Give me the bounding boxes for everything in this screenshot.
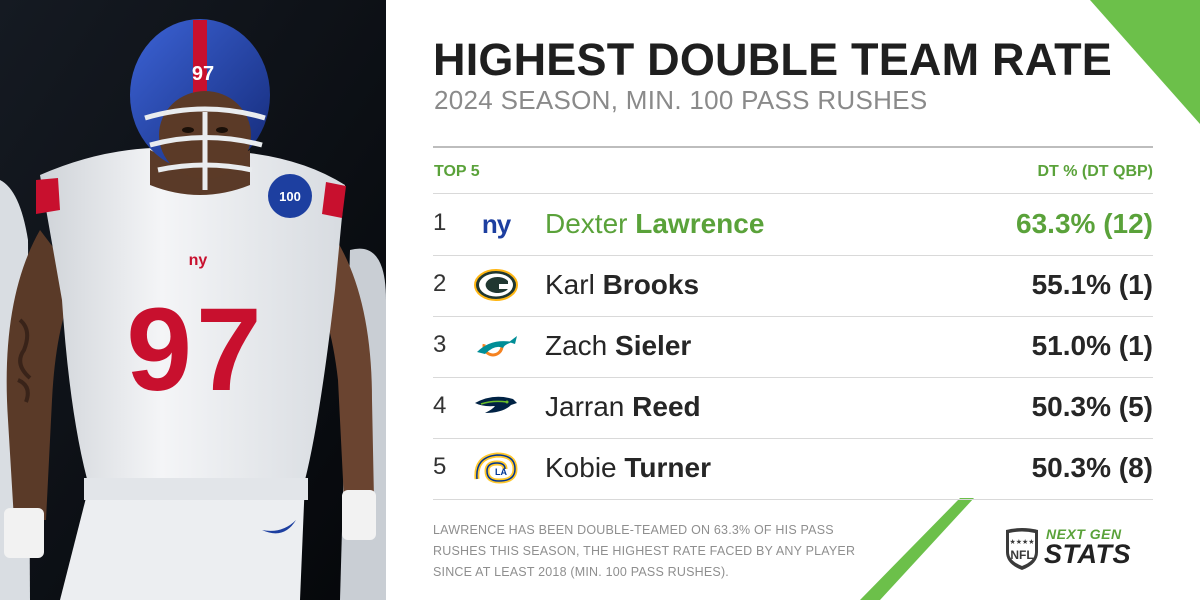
- last-name: Sieler: [615, 330, 692, 361]
- giants-logo-icon: ny: [473, 203, 519, 245]
- seahawks-logo-icon: [473, 386, 519, 428]
- column-header-value: DT % (DT QBP): [1037, 163, 1153, 180]
- nfl-shield-icon: NFL ★★★★: [1006, 528, 1038, 570]
- jersey-number: 97: [126, 284, 265, 416]
- last-name: Reed: [632, 391, 701, 422]
- header-divider: [433, 146, 1153, 148]
- rank: 1: [433, 209, 447, 236]
- next-gen-label: NEXT GEN: [1046, 526, 1122, 542]
- dt-value: 50.3% (8): [1031, 452, 1153, 483]
- row-divider: [433, 255, 1153, 256]
- chest-logo: ny: [189, 252, 208, 269]
- green-accent-top: [1090, 0, 1200, 124]
- player-illustration: 97 100 ny 97: [0, 0, 386, 600]
- green-accent-bottom: [860, 498, 974, 600]
- svg-text:★★★★: ★★★★: [1009, 538, 1034, 546]
- packers-logo-icon: [473, 264, 519, 306]
- row-divider: [433, 438, 1153, 439]
- dolphins-logo-icon: [473, 325, 519, 367]
- shield-text: NFL: [1010, 548, 1033, 562]
- last-name: Brooks: [602, 269, 700, 300]
- row-divider: [433, 377, 1153, 378]
- row-divider: [433, 193, 1153, 194]
- anniversary-patch: 100: [279, 189, 301, 204]
- page-title: HIGHEST DOUBLE TEAM RATE: [433, 34, 1112, 85]
- helmet-number: 97: [192, 63, 214, 85]
- first-name: Zach: [545, 330, 608, 361]
- dt-value: 50.3% (5): [1031, 391, 1153, 422]
- player-name: Zach Sieler: [545, 330, 691, 362]
- first-name: Dexter: [545, 208, 628, 239]
- player-name: Karl Brooks: [545, 269, 699, 301]
- first-name: Karl: [545, 269, 595, 300]
- page-subtitle: 2024 SEASON, MIN. 100 PASS RUSHES: [434, 85, 928, 115]
- player-name: Jarran Reed: [545, 391, 701, 423]
- rank: 3: [433, 331, 447, 358]
- footnote: LAWRENCE HAS BEEN DOUBLE-TEAMED ON 63.3%…: [433, 523, 856, 579]
- stats-label: STATS: [1044, 539, 1131, 569]
- rank: 5: [433, 453, 447, 480]
- rams-logo-icon: LA: [473, 447, 519, 489]
- rank: 4: [433, 392, 447, 419]
- row-divider: [433, 499, 1153, 500]
- table-row: 4 Jarran Reed 50.3% (5): [433, 377, 1153, 438]
- player-name: Dexter Lawrence: [545, 208, 764, 240]
- last-name: Lawrence: [635, 208, 765, 239]
- row-divider: [433, 316, 1153, 317]
- content-panel: HIGHEST DOUBLE TEAM RATE 2024 SEASON, MI…: [386, 0, 1200, 600]
- table-row: 3 Zach Sieler 51.0% (1): [433, 316, 1153, 377]
- rank: 2: [433, 270, 447, 297]
- column-header-rank: TOP 5: [434, 163, 480, 180]
- svg-text:LA: LA: [495, 467, 507, 477]
- first-name: Jarran: [545, 391, 625, 422]
- dt-value: 63.3% (12): [1016, 208, 1153, 239]
- table-row: 5 LA Kobie Turner 50.3% (8): [433, 438, 1153, 499]
- dt-value: 51.0% (1): [1031, 330, 1153, 361]
- dt-value: 55.1% (1): [1031, 269, 1153, 300]
- last-name: Turner: [624, 452, 712, 483]
- first-name: Kobie: [545, 452, 617, 483]
- svg-text:ny: ny: [482, 209, 512, 239]
- player-name: Kobie Turner: [545, 452, 711, 484]
- next-gen-stats-logo: NFL ★★★★ NEXT GEN STATS: [1004, 524, 1154, 572]
- table-row: 1 ny Dexter Lawrence 63.3% (12): [433, 194, 1153, 255]
- player-photo: 97 100 ny 97: [0, 0, 386, 600]
- table-row: 2 Karl Brooks 55.1% (1): [433, 255, 1153, 316]
